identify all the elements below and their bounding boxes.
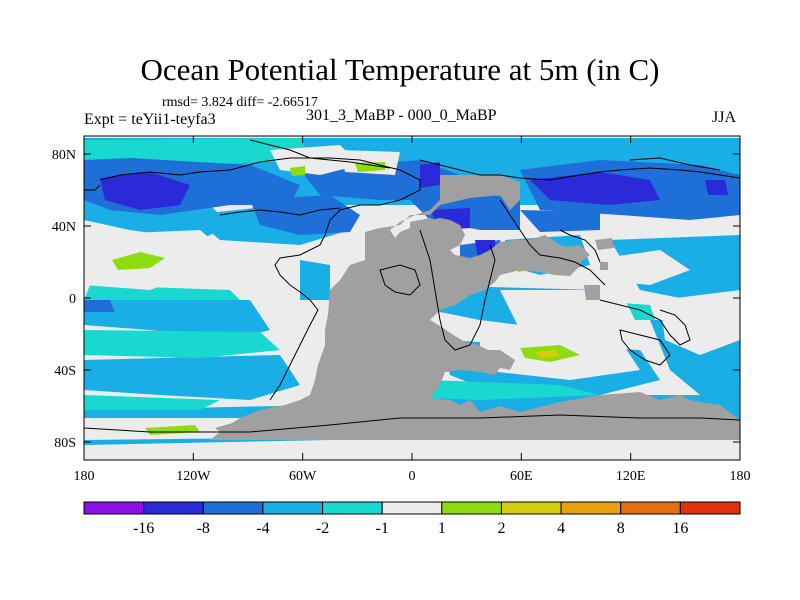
- legend-label: -4: [256, 520, 269, 537]
- legend-label: -8: [197, 520, 210, 537]
- legend-swatch: [679, 501, 741, 515]
- legend-label: 2: [497, 520, 505, 537]
- map-title: Ocean Potential Temperature at 5m (in C): [140, 52, 660, 87]
- color-legend: -16 -8 -4 -2 -1 1 2 4 8 16: [83, 501, 741, 537]
- y-tick-label: 80S: [54, 436, 76, 451]
- y-tick-label: 0: [69, 292, 76, 307]
- x-tick-label: 0: [409, 469, 416, 484]
- x-tick-label: 180: [74, 469, 95, 484]
- map-plot-area: [84, 136, 740, 460]
- anomaly-minus1-regions: [84, 138, 655, 410]
- legend-label: 8: [617, 520, 625, 537]
- y-tick-label: 40S: [54, 364, 76, 379]
- stats-label: rmsd= 3.824 diff= -2.66517: [162, 95, 318, 110]
- continent-outlines: [84, 139, 740, 433]
- experiment-label: Expt = teYii1-teyfa3: [84, 111, 216, 128]
- x-tick-label: 120W: [176, 469, 211, 484]
- legend-label: 1: [438, 520, 446, 537]
- anomaly-minus8-regions: [100, 162, 728, 258]
- x-tick-label: 120E: [616, 469, 646, 484]
- legend-swatch: [560, 501, 622, 515]
- legend-swatch: [202, 501, 264, 515]
- legend-swatch: [441, 501, 502, 515]
- legend-label: 16: [672, 520, 688, 537]
- season-label: JJA: [712, 109, 737, 126]
- anomaly-plus1-regions: [84, 145, 740, 440]
- legend-swatch: [381, 501, 443, 515]
- legend-label: -1: [376, 520, 389, 537]
- land-mask: [210, 175, 740, 440]
- difference-label: 301_3_MaBP - 000_0_MaBP: [306, 107, 497, 124]
- legend-swatch: [143, 501, 204, 515]
- x-tick-label: 180: [730, 469, 751, 484]
- x-tick-label: 60W: [289, 469, 317, 484]
- legend-label: -2: [316, 520, 329, 537]
- legend-swatch: [620, 501, 681, 515]
- x-tick-label: 60E: [510, 469, 533, 484]
- legend-swatch: [500, 501, 562, 515]
- y-tick-label: 40N: [52, 220, 76, 235]
- legend-swatch: [322, 501, 383, 515]
- y-tick-label: 80N: [52, 148, 76, 163]
- legend-swatch: [83, 501, 145, 515]
- axis-layer: 180 120W 60W 0 60E 120E 180 80N 40N 0 40S 80S: [52, 136, 751, 484]
- legend-label: -16: [133, 520, 154, 537]
- legend-label: 4: [557, 520, 565, 537]
- legend-swatch: [262, 501, 324, 515]
